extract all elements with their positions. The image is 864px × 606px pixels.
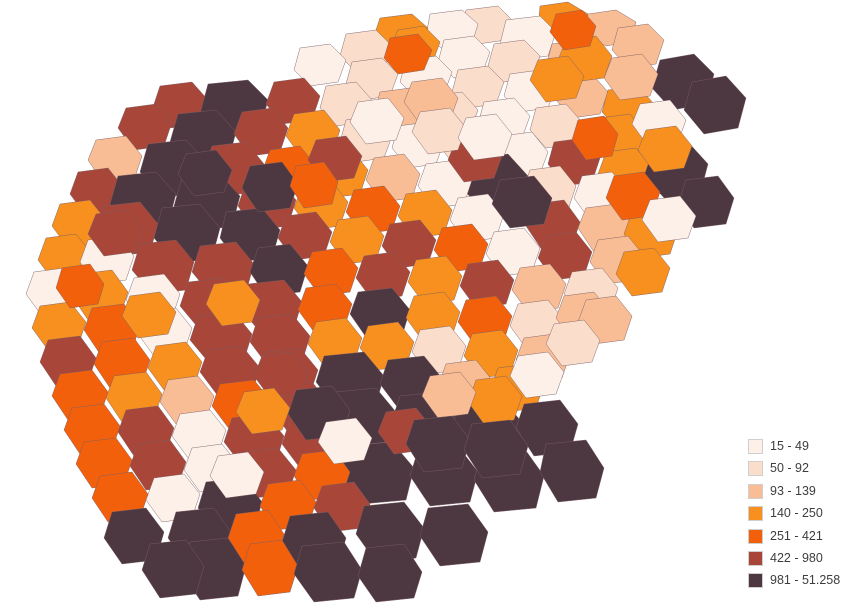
map-region[interactable] [459,259,515,309]
map-region[interactable] [289,161,339,209]
map-region[interactable] [303,247,359,297]
legend-row[interactable]: 50 - 92 [748,460,864,477]
map-region[interactable] [683,75,747,135]
legend-swatch [748,439,763,454]
legend-label: 422 - 980 [770,550,823,565]
map-region[interactable] [539,439,605,503]
map-region[interactable] [235,387,291,435]
map-region[interactable] [511,263,567,313]
legend-swatch [748,461,763,477]
legend-label: 981 - 51.258 [770,573,841,588]
map-region[interactable] [407,255,463,305]
legend-row[interactable]: 93 - 139 [748,483,864,500]
map-region[interactable] [241,161,299,213]
map-region[interactable] [419,503,489,567]
map-region[interactable] [615,247,671,297]
map-region[interactable] [529,55,585,103]
map-region[interactable] [87,209,143,257]
legend-row[interactable]: 15 - 49 [748,438,864,455]
map-region[interactable] [209,451,265,499]
map-region[interactable] [55,263,105,309]
legend-row[interactable]: 251 - 421 [748,528,864,545]
map-legend: 15 - 49 50 - 92 93 - 139 140 - 250 251 - 421… [748,438,864,589]
map-region[interactable] [317,417,373,465]
map-region[interactable] [457,113,513,161]
map-region[interactable] [293,541,363,603]
map-region[interactable] [405,415,471,473]
map-region[interactable] [637,125,693,173]
map-region[interactable] [509,351,565,399]
legend-label: 50 - 92 [770,461,809,476]
map-region[interactable] [463,419,529,479]
regions-group [25,1,747,603]
map-region[interactable] [411,107,467,155]
legend-swatch [748,528,763,544]
map-region[interactable] [205,279,261,327]
map-region[interactable] [383,33,433,75]
map-region[interactable] [421,371,477,419]
legend-label: 93 - 139 [770,483,816,498]
map-region[interactable] [357,543,423,603]
legend-label: 140 - 250 [770,506,823,521]
map-region[interactable] [549,9,597,51]
map-region[interactable] [355,251,411,301]
map-region[interactable] [293,43,347,87]
map-region[interactable] [121,291,177,339]
map-region[interactable] [355,501,425,563]
legend-swatch [748,573,763,589]
map-region[interactable] [241,539,299,597]
legend-label: 251 - 421 [770,528,823,543]
map-region[interactable] [177,149,233,197]
map-region[interactable] [349,97,405,145]
legend-label: 15 - 49 [770,439,809,453]
legend-swatch [748,483,763,499]
legend-swatch [748,550,763,566]
map-region[interactable] [491,175,553,229]
legend-row[interactable]: 422 - 980 [748,550,864,567]
map-region[interactable] [141,539,205,599]
legend-row[interactable]: 140 - 250 [748,505,864,522]
legend-row[interactable]: 981 - 51.258 [748,572,864,589]
legend-swatch [748,506,763,522]
map-region[interactable] [545,319,601,367]
map-region[interactable] [641,195,697,243]
map-region[interactable] [571,115,619,161]
